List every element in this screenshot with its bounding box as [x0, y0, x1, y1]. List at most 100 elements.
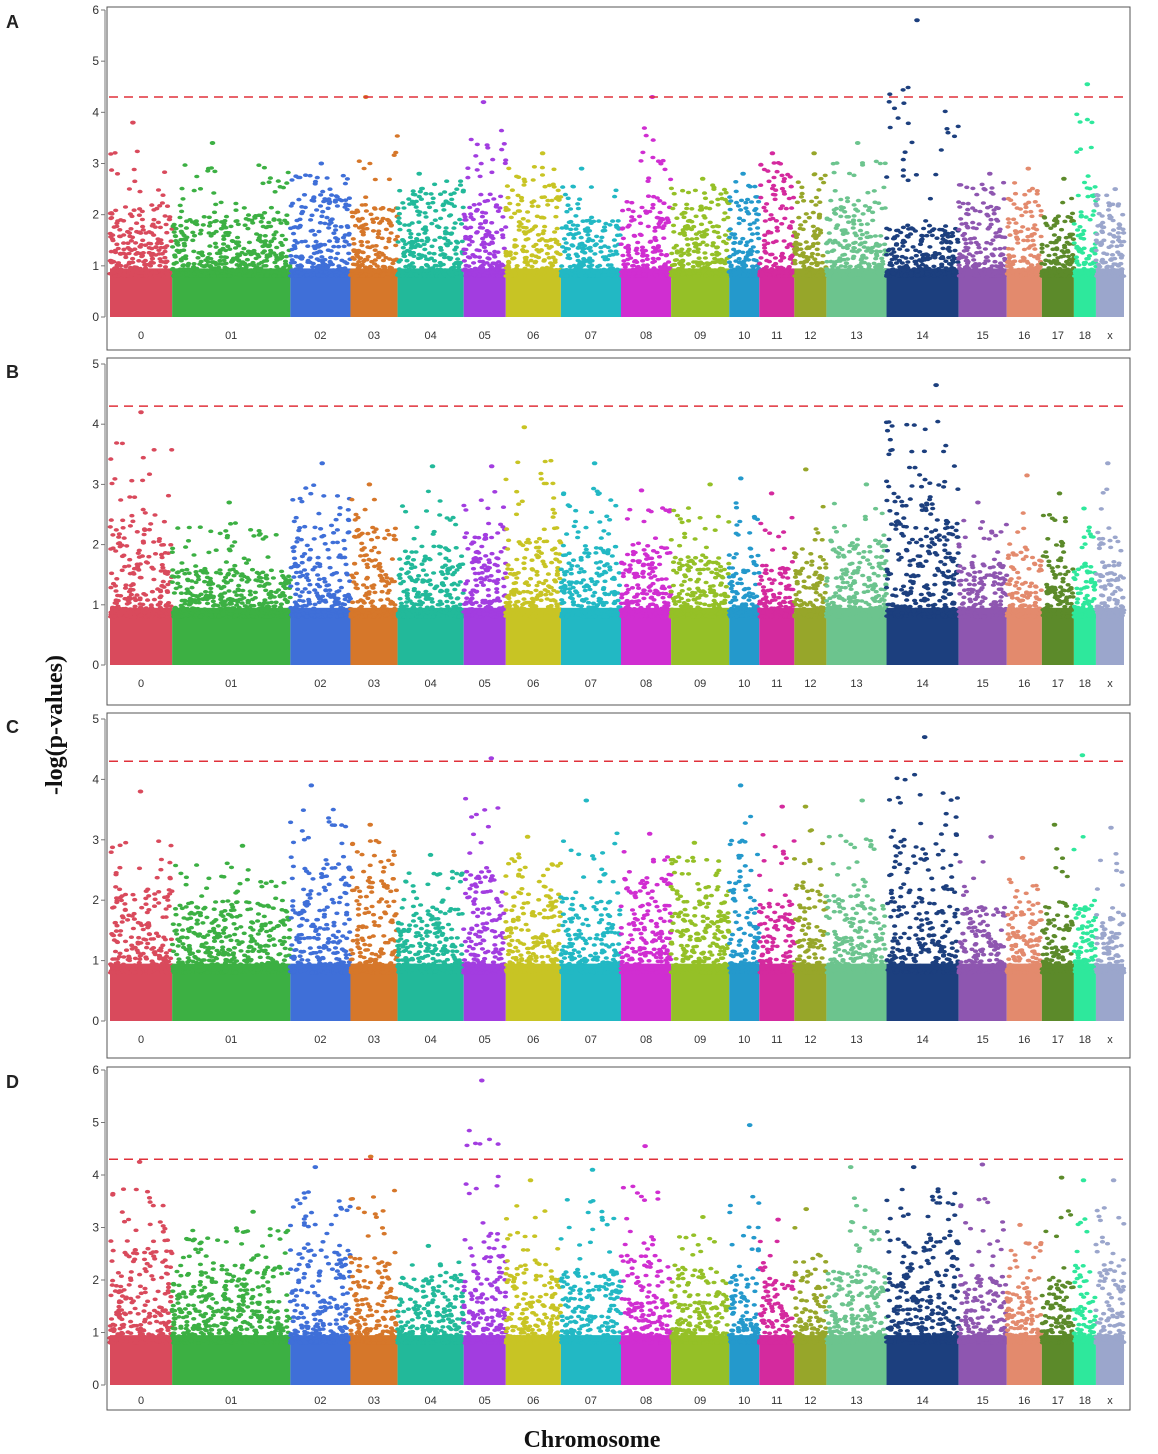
snp-point [211, 210, 218, 215]
snp-point [721, 187, 728, 192]
snp-point [944, 233, 950, 237]
snp-point [111, 268, 117, 273]
snp-point [752, 208, 758, 213]
snp-point [1001, 180, 1007, 185]
snp-point [114, 441, 120, 445]
snp-point [944, 127, 950, 131]
snp-point [372, 248, 378, 252]
snp-point [491, 197, 497, 201]
snp-point [241, 246, 247, 251]
chromosome-label: 0 [138, 330, 144, 342]
snp-point [123, 264, 129, 268]
snp-point [1110, 240, 1116, 244]
snp-point [607, 249, 614, 253]
snp-point [1109, 264, 1115, 269]
snp-point [322, 197, 328, 201]
snp-point [634, 251, 640, 256]
snp-point [242, 269, 248, 273]
snp-point [899, 254, 905, 259]
snp-point [884, 236, 890, 240]
snp-point [290, 268, 296, 273]
snp-point [661, 201, 667, 205]
snp-point [832, 189, 838, 193]
snp-point [1073, 255, 1079, 259]
snp-point [641, 272, 647, 277]
snp-point [107, 231, 113, 236]
snp-point [874, 254, 880, 258]
snp-point [916, 264, 922, 269]
snp-point [1072, 271, 1079, 275]
snp-point [754, 231, 761, 236]
snp-point [380, 258, 386, 263]
snp-point [443, 199, 449, 204]
snp-point [497, 274, 503, 278]
snp-point [128, 239, 134, 243]
snp-point [999, 263, 1005, 268]
snp-point [989, 186, 995, 190]
snp-point [173, 234, 179, 239]
snp-point [657, 199, 663, 203]
snp-point [573, 214, 579, 218]
snp-point [507, 250, 513, 254]
snp-point [964, 272, 970, 277]
snp-point [283, 254, 289, 259]
snp-point [223, 560, 229, 564]
snp-point [610, 252, 616, 257]
snp-point [809, 251, 816, 256]
snp-point [1108, 258, 1114, 262]
snp-point [830, 264, 837, 269]
snp-point [510, 256, 516, 261]
snp-point [913, 253, 919, 258]
snp-point [819, 260, 825, 265]
snp-point [1094, 232, 1100, 236]
snp-point [1005, 264, 1011, 269]
snp-point [576, 231, 582, 235]
snp-point [516, 228, 522, 232]
snp-point [1032, 200, 1038, 204]
snp-point [866, 266, 872, 271]
snp-point [514, 174, 520, 179]
snp-point [181, 263, 187, 267]
snp-point [614, 225, 620, 229]
snp-point [724, 248, 730, 253]
snp-point [328, 273, 334, 278]
snp-point [557, 252, 563, 257]
snp-point [608, 263, 614, 267]
snp-point [478, 222, 484, 226]
snp-point [910, 245, 916, 249]
snp-point [283, 262, 289, 266]
snp-point [157, 263, 163, 268]
snp-point [565, 196, 571, 201]
snp-point [442, 190, 448, 194]
snp-point [332, 198, 339, 203]
snp-point [750, 264, 757, 269]
snp-point [248, 268, 254, 272]
snp-point [112, 274, 118, 278]
snp-point [545, 198, 551, 203]
snp-point [1054, 247, 1060, 252]
y-tick-label: 2 [92, 538, 99, 552]
snp-point [588, 185, 595, 189]
snp-point [543, 239, 549, 243]
snp-point [595, 271, 601, 276]
snp-point [808, 254, 815, 259]
snp-point [997, 227, 1003, 232]
snp-point [669, 251, 675, 256]
snp-point [466, 243, 472, 247]
snp-point [850, 218, 857, 222]
snp-point [918, 238, 924, 242]
snp-point [482, 220, 488, 225]
snp-point [115, 246, 121, 251]
snp-point [967, 237, 973, 241]
snp-point [326, 239, 333, 243]
snp-point [118, 594, 124, 598]
y-tick-label: 4 [92, 417, 99, 431]
snp-point [741, 273, 747, 278]
snp-point [812, 229, 818, 234]
snp-point [838, 205, 844, 209]
snp-point [276, 218, 282, 222]
snp-point [402, 242, 408, 246]
snp-point [311, 196, 317, 201]
snp-point [361, 227, 367, 231]
snp-point [999, 252, 1005, 256]
